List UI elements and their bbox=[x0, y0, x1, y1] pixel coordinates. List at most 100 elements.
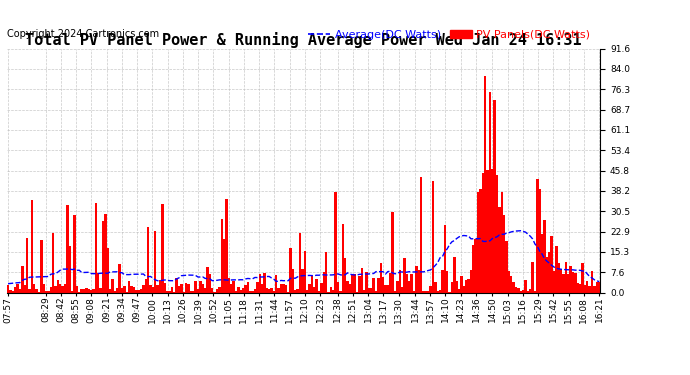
Bar bbox=[166, 291, 168, 292]
Bar bbox=[216, 289, 218, 292]
Bar bbox=[83, 289, 86, 292]
Bar bbox=[373, 278, 375, 292]
Bar bbox=[273, 291, 275, 292]
Bar bbox=[266, 288, 268, 292]
Average(DC Watts) bbox=[241, 277, 250, 281]
Bar bbox=[330, 287, 332, 292]
Bar bbox=[64, 284, 66, 292]
Bar bbox=[465, 280, 467, 292]
Bar bbox=[261, 285, 264, 292]
Bar bbox=[482, 173, 484, 292]
Bar bbox=[137, 290, 140, 292]
Bar bbox=[455, 281, 458, 292]
Bar bbox=[180, 284, 183, 292]
Bar bbox=[14, 287, 17, 292]
Bar bbox=[503, 215, 505, 292]
Bar bbox=[339, 291, 342, 292]
Bar bbox=[564, 262, 567, 292]
Bar bbox=[417, 270, 420, 292]
Bar bbox=[344, 258, 346, 292]
Bar bbox=[185, 284, 187, 292]
Bar bbox=[368, 288, 370, 292]
Bar bbox=[353, 274, 356, 292]
Bar bbox=[228, 278, 230, 292]
Bar bbox=[501, 192, 503, 292]
Bar bbox=[30, 200, 33, 292]
Bar bbox=[320, 284, 323, 292]
Bar bbox=[342, 224, 344, 292]
Bar bbox=[140, 289, 142, 292]
Bar bbox=[35, 289, 38, 292]
Bar bbox=[175, 278, 178, 292]
Bar bbox=[498, 207, 501, 292]
Bar bbox=[480, 189, 482, 292]
Bar bbox=[477, 192, 480, 292]
Bar bbox=[543, 220, 546, 292]
Bar bbox=[201, 284, 204, 292]
Bar bbox=[531, 262, 534, 292]
Bar bbox=[280, 285, 282, 292]
Bar bbox=[577, 283, 579, 292]
Bar bbox=[242, 288, 244, 292]
Bar bbox=[43, 284, 45, 292]
Average(DC Watts) bbox=[595, 279, 603, 284]
Bar bbox=[375, 291, 377, 292]
Bar bbox=[513, 282, 515, 292]
Bar bbox=[246, 282, 249, 292]
Bar bbox=[510, 276, 513, 292]
Bar bbox=[294, 290, 297, 292]
Bar bbox=[45, 291, 47, 292]
Bar bbox=[351, 274, 353, 292]
Bar bbox=[472, 245, 475, 292]
Average(DC Watts) bbox=[248, 277, 257, 281]
Bar bbox=[204, 288, 206, 292]
Bar bbox=[429, 286, 432, 292]
Bar bbox=[7, 285, 9, 292]
Bar bbox=[237, 287, 239, 292]
Bar bbox=[384, 285, 386, 292]
Text: Copyright 2024 Cartronics.com: Copyright 2024 Cartronics.com bbox=[7, 29, 159, 39]
Bar bbox=[90, 290, 92, 292]
Bar bbox=[315, 279, 318, 292]
Bar bbox=[424, 291, 427, 292]
Bar bbox=[275, 275, 277, 292]
Bar bbox=[439, 290, 442, 292]
Bar bbox=[302, 269, 304, 292]
Bar bbox=[434, 282, 437, 292]
Bar bbox=[235, 291, 237, 292]
Bar bbox=[572, 272, 574, 292]
Bar bbox=[249, 291, 251, 292]
Bar bbox=[539, 189, 541, 292]
Line: Average(DC Watts): Average(DC Watts) bbox=[8, 231, 599, 284]
Bar bbox=[348, 284, 351, 292]
Bar bbox=[306, 290, 308, 292]
Bar bbox=[61, 286, 64, 292]
Average(DC Watts) bbox=[101, 271, 110, 275]
Bar bbox=[86, 288, 88, 292]
Bar bbox=[310, 276, 313, 292]
Bar bbox=[19, 289, 21, 292]
Bar bbox=[55, 286, 57, 292]
Bar bbox=[489, 92, 491, 292]
Bar bbox=[199, 281, 201, 292]
Bar bbox=[92, 289, 95, 292]
Bar bbox=[221, 219, 223, 292]
Bar bbox=[442, 270, 444, 292]
Bar bbox=[432, 182, 434, 292]
Bar bbox=[218, 287, 221, 292]
Bar bbox=[284, 285, 287, 292]
Bar bbox=[256, 282, 259, 292]
Bar bbox=[420, 177, 422, 292]
Bar bbox=[251, 291, 254, 292]
Bar bbox=[382, 277, 384, 292]
Bar bbox=[71, 291, 73, 292]
Bar bbox=[225, 199, 228, 292]
Bar bbox=[111, 279, 114, 292]
Bar bbox=[486, 170, 489, 292]
Bar bbox=[406, 274, 408, 292]
Bar bbox=[178, 286, 180, 292]
Bar bbox=[76, 286, 78, 292]
Title: Total PV Panel Power & Running Average Power Wed Jan 24 16:31: Total PV Panel Power & Running Average P… bbox=[26, 32, 582, 48]
Bar bbox=[282, 284, 284, 292]
Bar bbox=[520, 291, 522, 292]
